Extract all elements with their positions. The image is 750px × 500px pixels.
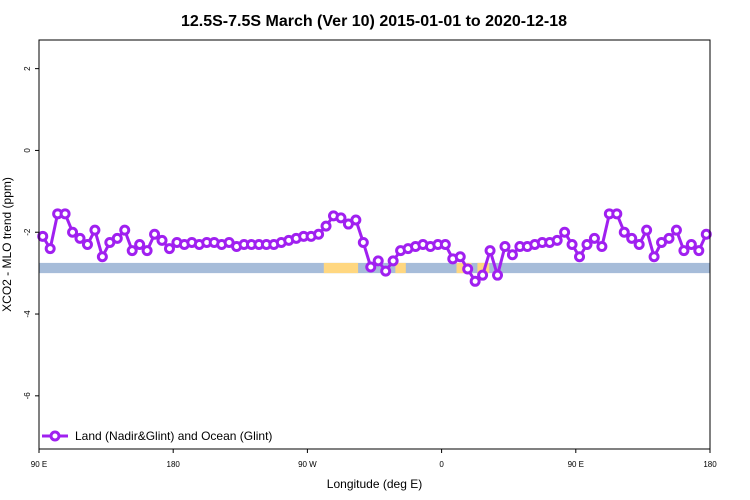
- data-point: [89, 224, 101, 236]
- land-band: [395, 262, 406, 274]
- data-point: [111, 232, 123, 244]
- data-point: [387, 255, 399, 267]
- data-point: [126, 245, 138, 257]
- data-point: [678, 245, 690, 257]
- data-point: [588, 232, 600, 244]
- data-point: [74, 232, 86, 244]
- plot-series: [37, 208, 712, 287]
- x-tick-label: 90 W: [298, 460, 317, 469]
- data-point: [454, 251, 466, 263]
- y-tick-label: 2: [23, 66, 32, 71]
- y-tick-label: -6: [23, 392, 32, 400]
- data-point: [618, 226, 630, 238]
- data-point: [611, 208, 623, 220]
- legend: Land (Nadir&Glint) and Ocean (Glint): [42, 429, 272, 443]
- chart-title: 12.5S-7.5S March (Ver 10) 2015-01-01 to …: [181, 13, 567, 30]
- data-point: [96, 251, 108, 263]
- data-point: [551, 234, 563, 246]
- data-point: [596, 241, 608, 253]
- data-point: [365, 261, 377, 273]
- data-point: [574, 251, 586, 263]
- data-point: [119, 224, 131, 236]
- data-point: [693, 245, 705, 257]
- x-axis-label: Longitude (deg E): [327, 477, 422, 491]
- plot-frame: [38, 39, 711, 450]
- y-axis-label: XCO2 - MLO trend (ppm): [0, 177, 14, 312]
- data-point: [149, 228, 161, 240]
- x-tick-label: 90 E: [31, 460, 47, 469]
- data-point: [581, 239, 593, 250]
- y-tick-label: -2: [23, 228, 32, 236]
- data-point: [313, 228, 325, 240]
- legend-swatch-marker: [49, 430, 61, 442]
- data-point: [648, 251, 660, 263]
- data-point: [685, 239, 697, 250]
- land-band: [323, 262, 359, 274]
- data-point: [81, 239, 93, 250]
- data-point: [700, 228, 712, 240]
- data-point: [335, 212, 347, 224]
- x-tick-label: 180: [703, 460, 717, 469]
- data-point: [134, 239, 146, 250]
- x-tick-label: 90 E: [568, 460, 584, 469]
- data-point: [462, 263, 474, 275]
- data-point: [141, 245, 153, 257]
- data-point: [641, 224, 653, 236]
- data-point: [506, 249, 518, 261]
- data-point: [44, 243, 56, 255]
- data-point: [67, 226, 79, 238]
- data-point: [633, 239, 645, 250]
- data-point: [163, 243, 175, 255]
- data-point: [626, 232, 638, 244]
- data-point: [372, 255, 384, 267]
- data-point: [350, 214, 362, 226]
- data-point: [156, 234, 168, 246]
- x-tick-label: 180: [167, 460, 181, 469]
- data-point: [492, 269, 504, 281]
- y-axis: 2 0 -2 -4 -6: [23, 66, 39, 400]
- data-point: [380, 265, 392, 277]
- data-point: [670, 224, 682, 236]
- data-point: [59, 208, 71, 220]
- x-axis: 90 E 180 90 W 0 90 E 180: [31, 449, 717, 469]
- data-point: [499, 241, 511, 253]
- legend-label: Land (Nadir&Glint) and Ocean (Glint): [75, 429, 272, 443]
- y-tick-label: 0: [23, 148, 32, 153]
- data-point: [357, 236, 369, 248]
- data-point: [663, 232, 675, 244]
- data-point: [559, 226, 571, 238]
- data-point: [37, 230, 49, 242]
- data-point: [320, 220, 332, 232]
- data-point: [469, 275, 481, 287]
- data-point: [566, 239, 578, 250]
- data-point: [439, 239, 451, 250]
- data-point: [477, 269, 489, 281]
- data-point: [484, 245, 496, 257]
- y-tick-label: -4: [23, 310, 32, 318]
- x-tick-label: 0: [439, 460, 444, 469]
